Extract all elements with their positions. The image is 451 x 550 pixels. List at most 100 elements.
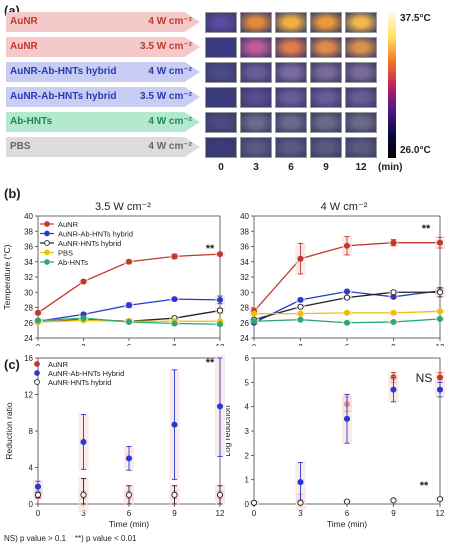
thermal-image bbox=[345, 37, 377, 58]
data-point bbox=[436, 315, 444, 322]
row-arrow bbox=[6, 112, 200, 132]
data-point bbox=[297, 310, 304, 317]
thermal-image bbox=[205, 137, 237, 158]
legend-label: Ab-HNTs bbox=[58, 258, 88, 267]
data-point bbox=[343, 242, 351, 249]
thermal-image bbox=[345, 137, 377, 158]
time-tick: 12 bbox=[355, 162, 367, 173]
legend-marker bbox=[44, 240, 50, 246]
y-tick-label: 26 bbox=[240, 319, 249, 328]
data-point bbox=[436, 386, 444, 393]
data-point bbox=[34, 483, 42, 490]
data-point bbox=[343, 319, 351, 326]
data-point bbox=[34, 317, 42, 324]
y-tick-label: 36 bbox=[240, 243, 249, 252]
y-tick-label: 36 bbox=[24, 243, 33, 252]
y-tick-label: 24 bbox=[240, 334, 249, 343]
thermal-image bbox=[345, 112, 377, 133]
data-point bbox=[250, 499, 258, 506]
data-point bbox=[216, 403, 224, 410]
legend-label: AuNR-Ab-HNTs hybrid bbox=[58, 230, 133, 239]
legend-label: AuNR-HNTs hybrid bbox=[48, 378, 111, 387]
x-tick-label: 3 bbox=[298, 509, 303, 518]
x-axis-label: Time (min) bbox=[109, 519, 149, 529]
data-point bbox=[343, 498, 351, 505]
row-sample-name: AuNR-Ab-HNTs hybrid bbox=[10, 91, 117, 102]
time-tick: 0 bbox=[218, 162, 224, 173]
row-arrow bbox=[6, 12, 200, 32]
temperature-chart-3-5w: 3.5 W cm⁻²242628303234363840036912Time (… bbox=[2, 201, 225, 346]
row-sample-name: AuNR-Ab-HNTs hybrid bbox=[10, 66, 117, 77]
data-point bbox=[297, 499, 304, 506]
data-point bbox=[125, 455, 133, 462]
x-tick-label: 9 bbox=[172, 509, 177, 518]
x-tick-label: 0 bbox=[36, 509, 41, 518]
legend-marker bbox=[34, 370, 40, 376]
significance-mark: ** bbox=[206, 357, 215, 369]
data-point bbox=[125, 302, 133, 309]
data-point bbox=[436, 374, 444, 381]
thermal-image bbox=[310, 112, 342, 133]
row-arrow bbox=[6, 37, 200, 57]
thermal-image bbox=[310, 37, 342, 58]
data-point bbox=[390, 289, 397, 296]
x-tick-label: 12 bbox=[436, 509, 445, 518]
thermal-image bbox=[240, 87, 272, 108]
y-tick-label: 0 bbox=[29, 500, 34, 509]
thermal-image bbox=[275, 12, 307, 33]
data-point bbox=[216, 491, 224, 498]
data-point bbox=[343, 294, 351, 301]
thermal-image bbox=[275, 112, 307, 133]
data-point bbox=[297, 296, 304, 303]
data-point bbox=[436, 308, 444, 315]
y-tick-label: 1 bbox=[245, 476, 250, 485]
x-tick-label: 9 bbox=[172, 343, 177, 346]
thermal-image bbox=[345, 12, 377, 33]
legend-label: AuNR-Ab-HNTs Hybrid bbox=[48, 369, 124, 378]
data-point bbox=[216, 321, 224, 328]
data-point bbox=[297, 255, 304, 262]
data-point bbox=[436, 289, 444, 296]
thermal-image bbox=[310, 62, 342, 83]
thermal-image bbox=[275, 87, 307, 108]
data-point bbox=[436, 496, 444, 503]
y-tick-label: 5 bbox=[245, 378, 250, 387]
data-point bbox=[436, 239, 444, 246]
x-tick-label: 9 bbox=[391, 343, 396, 346]
y-tick-label: 40 bbox=[240, 212, 249, 221]
thermal-image bbox=[310, 87, 342, 108]
data-point bbox=[171, 253, 178, 260]
y-tick-label: 4 bbox=[245, 403, 250, 412]
x-tick-label: 6 bbox=[127, 343, 132, 346]
thermal-image bbox=[345, 87, 377, 108]
data-point bbox=[297, 316, 304, 323]
thermal-image bbox=[205, 112, 237, 133]
data-point bbox=[125, 491, 133, 498]
x-tick-label: 3 bbox=[81, 509, 86, 518]
chart-title: 3.5 W cm⁻² bbox=[95, 201, 151, 213]
legend-label: AuNR bbox=[58, 220, 79, 229]
legend-marker bbox=[44, 230, 50, 237]
data-point bbox=[390, 386, 397, 393]
thermal-image bbox=[310, 137, 342, 158]
thermal-image bbox=[205, 62, 237, 83]
row-sample-name: Ab-HNTs bbox=[10, 116, 53, 127]
colorbar-min: 26.0°C bbox=[400, 145, 431, 156]
data-point bbox=[297, 479, 304, 486]
y-tick-label: 32 bbox=[240, 273, 249, 282]
row-sample-name: AuNR bbox=[10, 16, 38, 27]
y-tick-label: 16 bbox=[24, 354, 33, 363]
y-tick-label: 38 bbox=[240, 227, 249, 236]
x-tick-label: 6 bbox=[345, 343, 350, 346]
data-point bbox=[80, 278, 87, 285]
y-tick-label: 28 bbox=[240, 304, 249, 313]
time-tick: 6 bbox=[288, 162, 294, 173]
data-point bbox=[171, 320, 178, 327]
y-tick-label: 34 bbox=[240, 258, 249, 267]
thermal-image bbox=[240, 62, 272, 83]
legend-label: AuNR bbox=[48, 360, 69, 369]
row-sample-name: PBS bbox=[10, 141, 31, 152]
x-tick-label: 3 bbox=[81, 343, 86, 346]
chart-title: 4 W cm⁻² bbox=[321, 201, 368, 213]
row-arrow bbox=[6, 137, 200, 157]
